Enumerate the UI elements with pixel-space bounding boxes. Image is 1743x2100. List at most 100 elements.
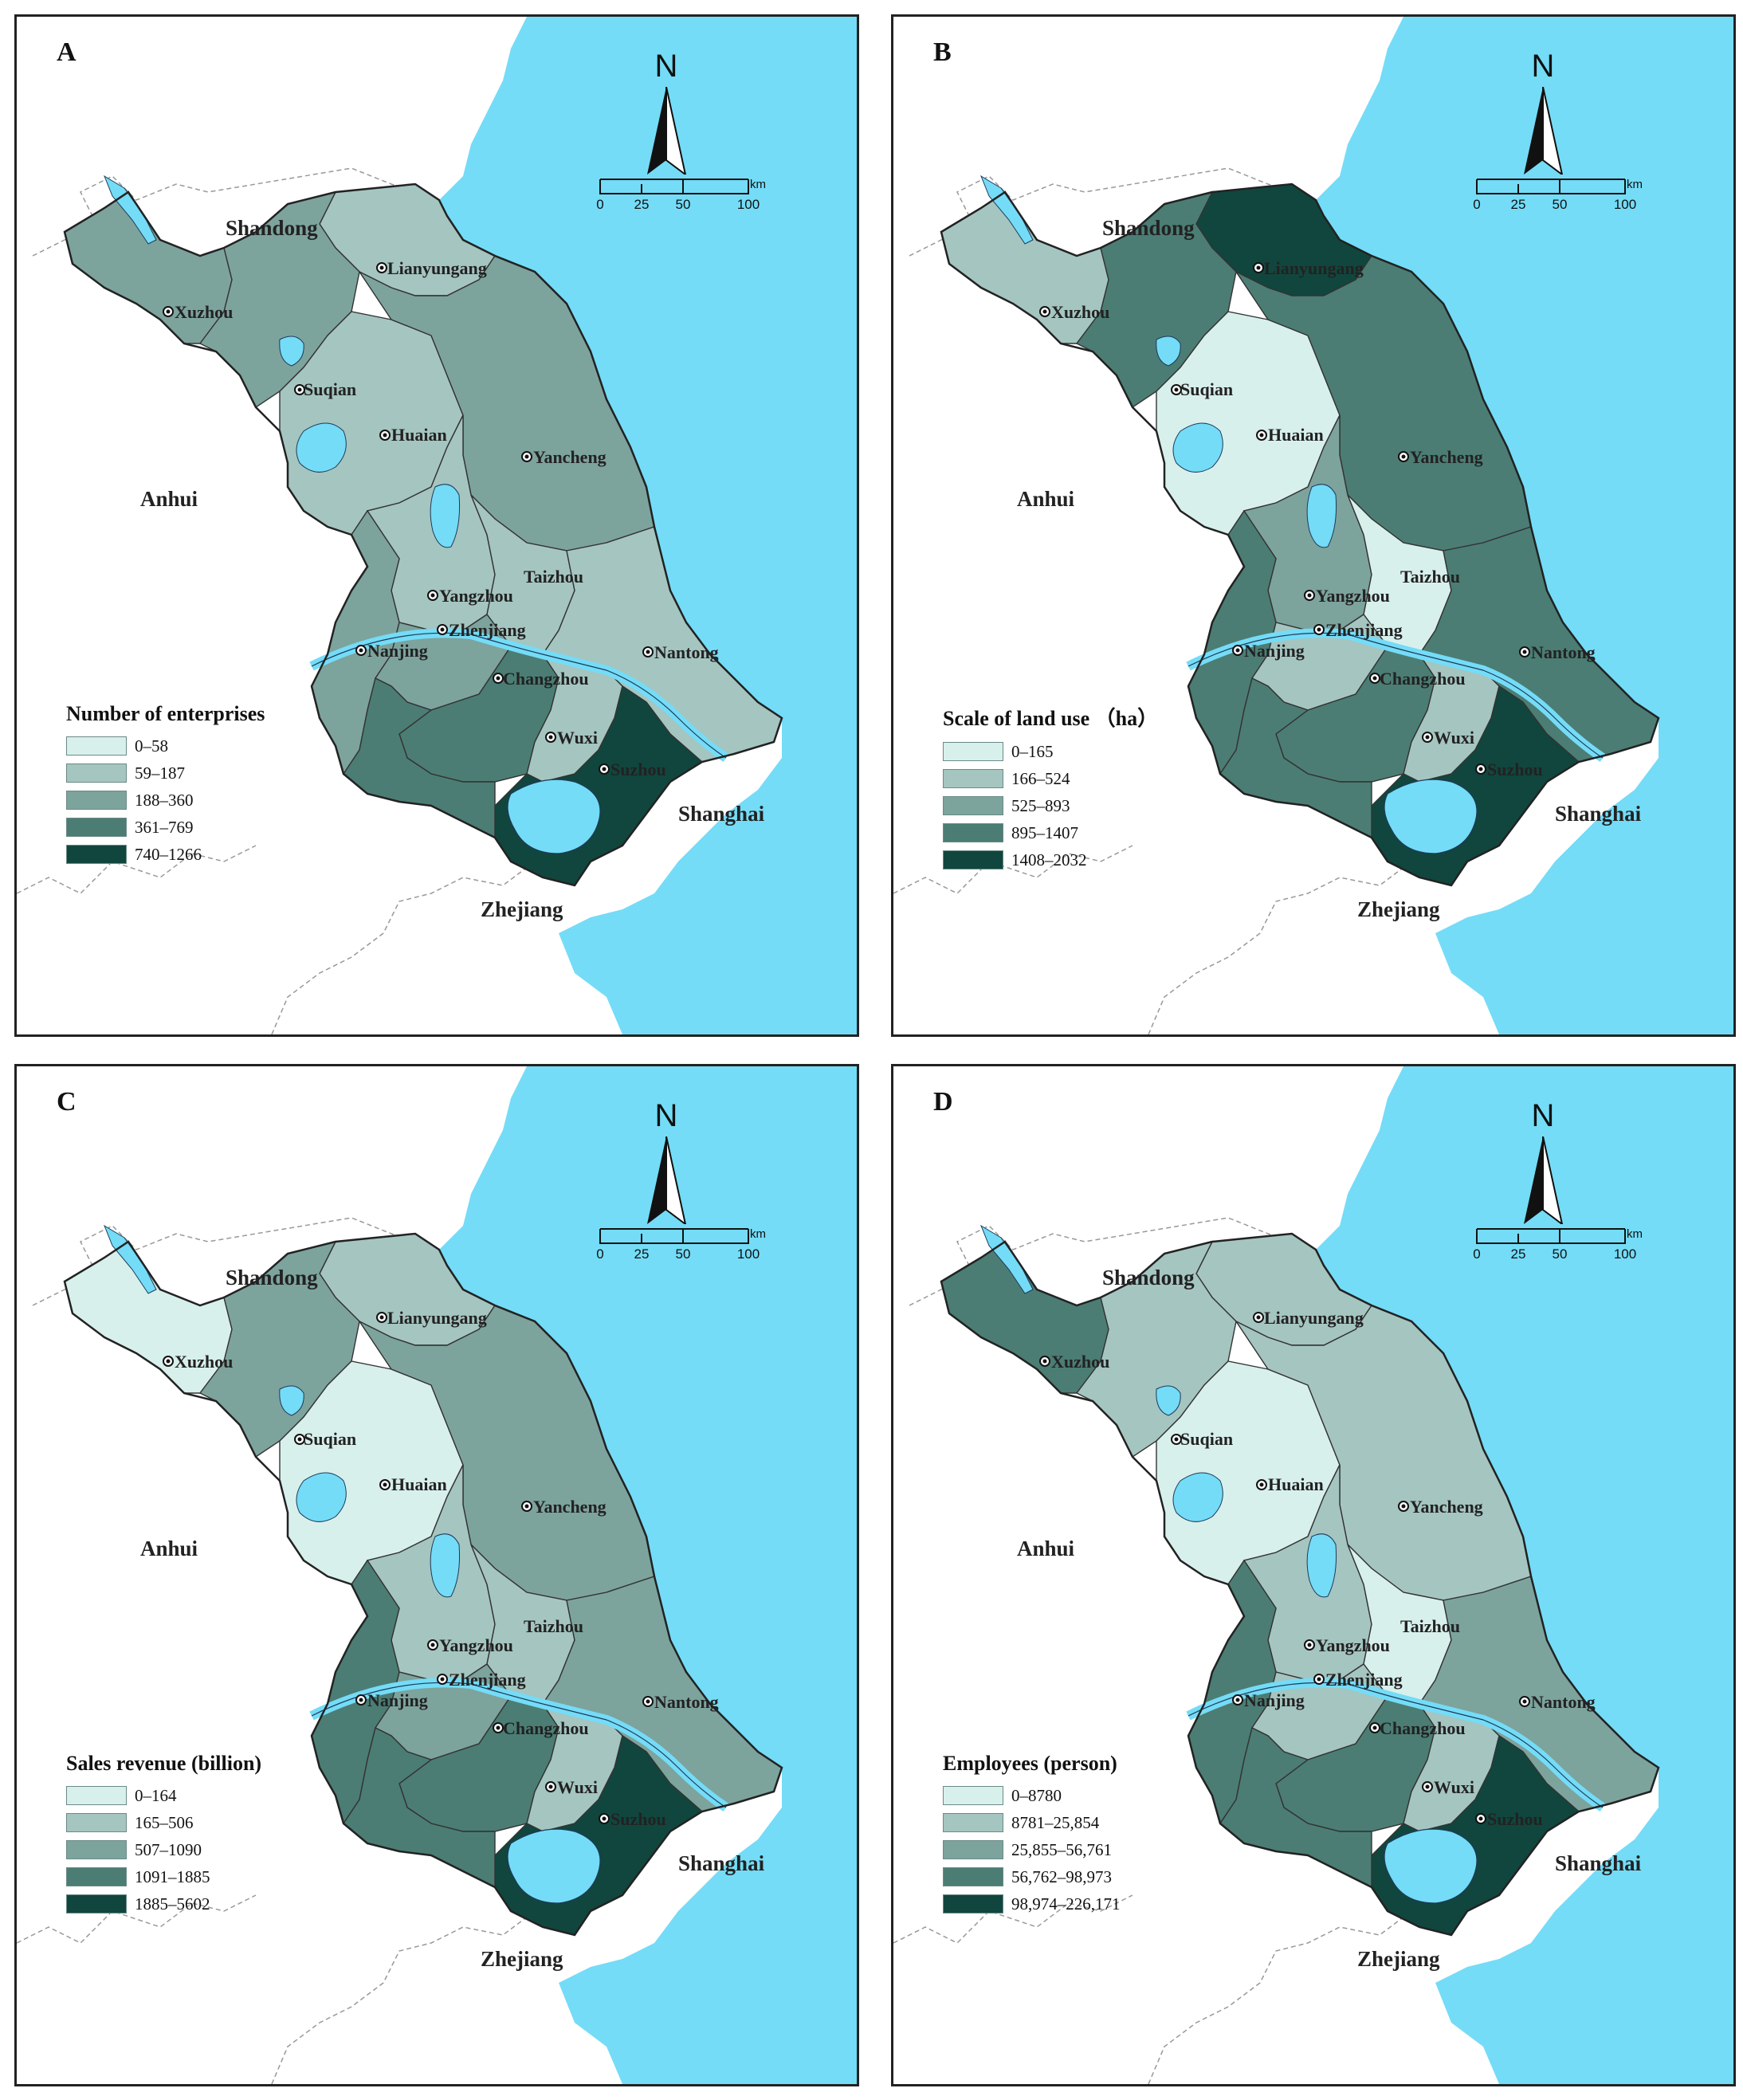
legend-label: 1885–5602	[135, 1894, 210, 1914]
scale-unit: km	[750, 178, 766, 191]
city-marker-dot	[297, 387, 302, 392]
luoma-lake	[279, 336, 304, 367]
legend-swatch	[943, 850, 1003, 869]
scale-tick: 50	[1552, 1246, 1568, 1262]
legend-label: 361–769	[135, 817, 194, 837]
city-marker-dot	[496, 676, 501, 681]
city-marker-dot	[1372, 1725, 1377, 1730]
city-label-changzhou: Changzhou	[503, 1718, 589, 1738]
region-label-zhejiang: Zhejiang	[481, 897, 563, 921]
legend-row: 0–165	[943, 738, 1309, 765]
city-marker-dot	[1256, 1315, 1261, 1320]
scale-tick: 0	[596, 1246, 604, 1262]
city-marker-dot	[1478, 767, 1483, 771]
legend-title: Number of enterprises	[66, 702, 265, 725]
legend-row: 0–164	[66, 1782, 433, 1809]
city-label-taizhou: Taizhou	[1400, 1616, 1461, 1636]
city-label-nanjing: Nanjing	[1244, 641, 1305, 661]
scale-unit: km	[1627, 1227, 1643, 1241]
city-marker-dot	[1174, 387, 1179, 392]
city-marker-dot	[646, 1699, 650, 1704]
north-arrow: N	[642, 49, 706, 176]
legend-swatch	[943, 1894, 1003, 1914]
scale-bar: km 0 25 50 100	[1473, 176, 1659, 216]
city-label-nanjing: Nanjing	[367, 1690, 428, 1710]
city-label-nantong: Nantong	[654, 1692, 719, 1712]
legend-label: 0–58	[135, 736, 168, 756]
region-label-shandong: Shandong	[226, 216, 318, 240]
legend-label: 895–1407	[1011, 822, 1078, 842]
legend-label: 525–893	[1011, 795, 1070, 815]
city-label-huaian: Huaian	[1268, 1474, 1324, 1494]
legend: Employees (person) 0–8780 8781–25,854 25…	[943, 1752, 1309, 1917]
region-label-shanghai: Shanghai	[1555, 1851, 1642, 1875]
province-border	[17, 1894, 257, 1944]
legend: Scale of land use （ha） 0–165 166–524 525…	[943, 702, 1309, 873]
city-label-wuxi: Wuxi	[1434, 728, 1474, 748]
city-label-suqian: Suqian	[1180, 1429, 1234, 1449]
city-marker-dot	[1042, 1359, 1047, 1364]
city-marker-dot	[548, 1784, 553, 1789]
region-label-shanghai: Shanghai	[678, 802, 765, 826]
province-border	[32, 167, 432, 257]
city-marker-dot	[1425, 1784, 1430, 1789]
city-label-suqian: Suqian	[304, 1429, 357, 1449]
city-label-lianyungang: Lianyungang	[1264, 258, 1364, 278]
province-boundary	[63, 1232, 783, 1937]
province-boundary	[63, 183, 783, 887]
city-label-suzhou: Suzhou	[1487, 1809, 1543, 1829]
legend-swatch	[66, 1867, 127, 1886]
sea	[439, 17, 857, 1034]
legend-label: 165–506	[135, 1812, 194, 1832]
city-marker-dot	[496, 1725, 501, 1730]
legend-swatch	[943, 1867, 1003, 1886]
legend-label: 59–187	[135, 763, 185, 783]
north-arrow-icon	[1524, 1136, 1564, 1224]
legend-swatch	[66, 1840, 127, 1859]
yangtze-river-edge	[1188, 632, 1604, 759]
hongze-lake	[1172, 1472, 1223, 1522]
legend-label: 0–8780	[1011, 1785, 1062, 1805]
scale-tick: 25	[1510, 197, 1526, 212]
legend-row: 1885–5602	[66, 1890, 433, 1917]
taihu-lake	[1384, 779, 1478, 854]
scale-tick: 50	[1552, 197, 1568, 212]
city-marker-dot	[430, 1643, 435, 1647]
panel-letter: B	[933, 37, 952, 67]
legend-title: Sales revenue (billion)	[66, 1752, 262, 1775]
city-marker-dot	[1425, 735, 1430, 740]
luoma-lake	[1156, 336, 1181, 367]
scale-tick: 100	[736, 197, 760, 212]
city-label-zhenjiang: Zhenjiang	[1325, 620, 1403, 640]
legend-swatch	[66, 845, 127, 864]
city-label-suqian: Suqian	[304, 379, 357, 399]
city-label-yangzhou: Yangzhou	[439, 586, 513, 606]
legend-label: 56,762–98,973	[1011, 1866, 1112, 1886]
province-border	[17, 845, 257, 894]
city-label-changzhou: Changzhou	[1380, 1718, 1466, 1738]
city-label-suzhou: Suzhou	[610, 1809, 666, 1829]
scale-bar: km 0 25 50 100	[596, 1226, 782, 1266]
province-boundary	[940, 1232, 1660, 1937]
legend-swatch	[66, 1894, 127, 1914]
scale-tick: 0	[1473, 197, 1481, 212]
province-border	[1148, 845, 1452, 1034]
legend-label: 740–1266	[135, 844, 202, 864]
region-label-shandong: Shandong	[1102, 216, 1195, 240]
city-marker-dot	[524, 454, 529, 459]
city-label-yancheng: Yancheng	[533, 1497, 607, 1517]
legend-row: 56,762–98,973	[943, 1863, 1309, 1890]
region-label-anhui: Anhui	[1017, 487, 1075, 511]
legend-label: 188–360	[135, 790, 194, 810]
city-marker-dot	[1042, 309, 1047, 314]
city-label-nantong: Nantong	[1531, 1692, 1596, 1712]
city-marker-dot	[602, 1816, 607, 1821]
city-label-lianyungang: Lianyungang	[387, 258, 487, 278]
map-canvas	[17, 17, 857, 1034]
city-label-zhenjiang: Zhenjiang	[1325, 1670, 1403, 1690]
city-label-xuzhou: Xuzhou	[1051, 302, 1110, 322]
map-panel-c: C N km 0 25 50 100 Shandong Anhui Shangh…	[14, 1064, 859, 2086]
region-label-shanghai: Shanghai	[678, 1851, 765, 1875]
province-border	[893, 845, 1133, 894]
legend-swatch	[66, 763, 127, 783]
